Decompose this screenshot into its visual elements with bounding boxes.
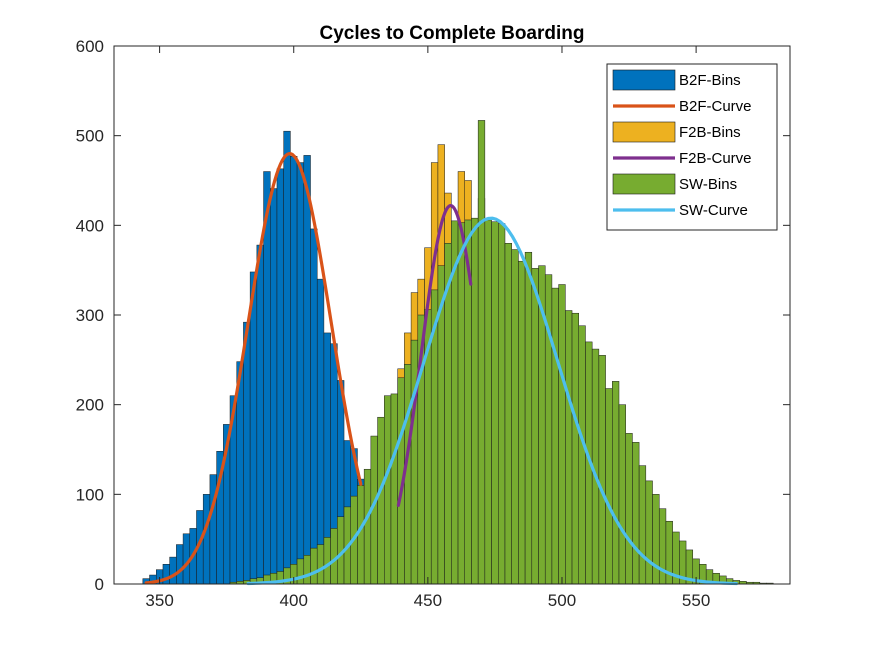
- b2f-bins-bar: [202, 494, 211, 585]
- b2f-bins-bar: [243, 321, 251, 585]
- b2f-bins-bar: [249, 271, 258, 585]
- b2f-curve-line: [144, 152, 363, 585]
- sw-bins-bar: [471, 217, 479, 585]
- legend-label-b2f-curve: B2F-Curve: [679, 98, 752, 115]
- sw-bins-bar: [303, 555, 311, 585]
- sw-bins-bar: [384, 395, 392, 585]
- b2f-bins-bar: [276, 168, 284, 585]
- sw-curve-line: [246, 216, 738, 586]
- b2f-bins-bar: [270, 188, 278, 585]
- f2b-curve-line: [396, 204, 473, 507]
- b2f-bins-bar: [303, 155, 311, 585]
- sw-bins-bar: [605, 388, 613, 585]
- sw-bins-bar: [491, 221, 499, 585]
- legend-box: [606, 63, 778, 231]
- legend-label-sw-curve: SW-Curve: [679, 202, 748, 219]
- sw-bins-bar: [457, 222, 466, 585]
- x-tick-label: 450: [414, 591, 442, 610]
- y-tick-label: 200: [76, 396, 104, 415]
- b2f-bins-bar: [310, 228, 318, 585]
- sw-bins-bar: [652, 494, 660, 585]
- sw-bins-bar: [390, 393, 398, 585]
- sw-bins-bar: [377, 416, 385, 585]
- sw-bins-bar: [565, 310, 573, 585]
- legend-label-b2f-bins: B2F-Bins: [679, 72, 741, 89]
- y-tick-label: 0: [95, 575, 104, 594]
- sw-bins-bar: [531, 268, 539, 585]
- sw-bins-bar: [558, 284, 566, 585]
- b2f-bins-bar: [316, 278, 325, 585]
- sw-bins-bar: [504, 243, 512, 585]
- sw-bins-bar: [498, 223, 506, 585]
- y-tick-label: 100: [76, 485, 104, 504]
- sw-bins-bar: [625, 433, 633, 585]
- sw-bins-bar: [363, 468, 372, 585]
- b2f-bins-bar: [176, 544, 184, 585]
- sw-bins-bar: [618, 404, 626, 585]
- x-tick-label: 350: [145, 591, 173, 610]
- sw-bins-bar: [638, 465, 647, 585]
- legend-swatch-b2f-bins: [612, 69, 676, 91]
- y-tick-label: 300: [76, 306, 104, 325]
- legend-label-f2b-curve: F2B-Curve: [679, 150, 752, 167]
- sw-bins-bar: [632, 442, 640, 585]
- b2f-bins-bar: [256, 244, 264, 585]
- legend: B2F-Bins B2F-Curve F2B-Bins F2B-Curve SW-Bin…: [606, 63, 778, 231]
- sw-bins-bar: [571, 312, 579, 585]
- sw-bins-bar: [598, 355, 606, 585]
- axes: 350 400 450 500 550 0 100 200 300 400 500 600: [76, 37, 791, 610]
- sw-bins-bar: [296, 558, 305, 585]
- b2f-bins-bar: [169, 556, 177, 585]
- y-tick-label: 600: [76, 37, 104, 56]
- b2f-bins-bar: [296, 162, 305, 585]
- legend-label-sw-bins: SW-Bins: [679, 176, 737, 193]
- sw-bins-bar: [323, 537, 331, 585]
- sw-bins-bar: [477, 120, 486, 585]
- sw-bins-bar: [484, 219, 492, 585]
- y-tick-label: 500: [76, 127, 104, 146]
- legend-swatch-sw-bins: [612, 173, 676, 195]
- y-tick-label: 400: [76, 216, 104, 235]
- sw-bins-bar: [511, 249, 519, 585]
- sw-bins-bar: [310, 547, 318, 585]
- b2f-bins-bar: [283, 130, 291, 585]
- x-tick-label: 550: [682, 591, 710, 610]
- sw-bins-bar: [645, 480, 653, 585]
- x-tick-label: 400: [280, 591, 308, 610]
- legend-label-f2b-bins: F2B-Bins: [679, 124, 741, 141]
- x-tick-label: 500: [548, 591, 576, 610]
- sw-bins-bar: [612, 381, 620, 585]
- sw-bins-bar: [316, 544, 325, 585]
- fit-curves: [144, 152, 738, 586]
- legend-swatch-f2b-bins: [612, 121, 676, 143]
- b2f-bins-bar: [290, 156, 298, 585]
- sw-bins-bar: [518, 260, 526, 585]
- sw-bins-bar: [524, 251, 533, 585]
- chart-title: Cycles to Complete Boarding: [320, 23, 585, 44]
- sw-bins-bar: [551, 287, 559, 585]
- sw-bins-bar: [578, 325, 586, 585]
